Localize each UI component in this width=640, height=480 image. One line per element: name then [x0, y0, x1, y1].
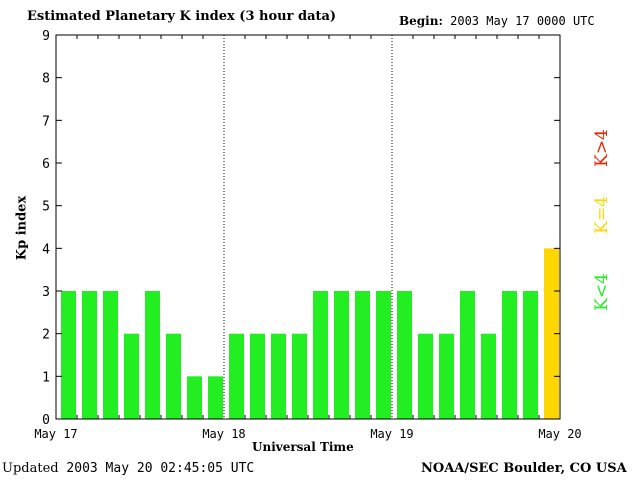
y-tick-label: 0	[42, 413, 50, 428]
updated-info: Updated 2003 May 20 02:45:05 UTC	[2, 461, 254, 476]
y-tick-label: 8	[42, 72, 50, 87]
y-tick-label: 2	[42, 328, 50, 343]
kp-bar	[271, 333, 286, 419]
kp-bar	[418, 333, 433, 419]
x-tick-label: May 18	[202, 427, 245, 441]
y-tick-label: 4	[42, 242, 50, 257]
legend-equal-4: K=4	[592, 196, 612, 234]
ticks-group	[56, 34, 560, 420]
tick-labels-group: 0 1 2 3 4 5 6 7 8 9 May 17 May 18 May 19 May 20	[34, 29, 581, 441]
updated-value: 2003 May 20 02:45:05 UTC	[66, 461, 255, 476]
y-tick-label: 7	[42, 114, 50, 129]
kp-bar	[292, 333, 307, 419]
begin-label: Begin:	[399, 14, 443, 28]
updated-label: Updated	[2, 461, 59, 476]
y-tick-label: 6	[42, 157, 50, 172]
x-tick-label: May 17	[34, 427, 77, 441]
day-dividers	[223, 35, 393, 419]
plot-frame	[55, 34, 561, 420]
kp-bar	[250, 333, 265, 419]
begin-value: 2003 May 17 0000 UTC	[450, 14, 595, 28]
kp-bar	[502, 291, 517, 419]
kp-bar	[103, 291, 118, 419]
kp-bar	[313, 291, 328, 419]
kp-bar	[481, 333, 496, 419]
kp-bar	[334, 291, 349, 419]
kp-bar	[145, 291, 160, 419]
begin-info: Begin: 2003 May 17 0000 UTC	[399, 14, 595, 28]
kp-bar	[439, 333, 454, 419]
kp-bar	[187, 376, 202, 419]
y-tick-label: 9	[42, 29, 50, 44]
legend-above-4: K>4	[592, 129, 612, 167]
kp-bar	[82, 291, 97, 419]
y-tick-label: 5	[42, 200, 50, 215]
y-tick-label: 3	[42, 285, 50, 300]
x-tick-label: May 20	[538, 427, 581, 441]
kp-bar	[124, 333, 139, 419]
kp-bar	[166, 333, 181, 419]
kp-bar	[460, 291, 475, 419]
x-tick-label: May 19	[370, 427, 413, 441]
org-credit: NOAA/SEC Boulder, CO USA	[421, 461, 627, 476]
bars-group	[61, 248, 559, 419]
x-axis-label: Universal Time	[252, 440, 354, 454]
kp-bar	[523, 291, 538, 419]
kp-bar	[397, 291, 412, 419]
chart-title: Estimated Planetary K index (3 hour data…	[27, 9, 337, 24]
kp-bar	[229, 333, 244, 419]
y-tick-label: 1	[42, 370, 50, 385]
kp-bar	[61, 291, 76, 419]
kp-bar	[376, 291, 391, 419]
kp-bar	[208, 376, 223, 419]
y-axis-label: Kp index	[14, 195, 30, 261]
kp-bar	[355, 291, 370, 419]
legend-below-4: K<4	[592, 273, 612, 311]
